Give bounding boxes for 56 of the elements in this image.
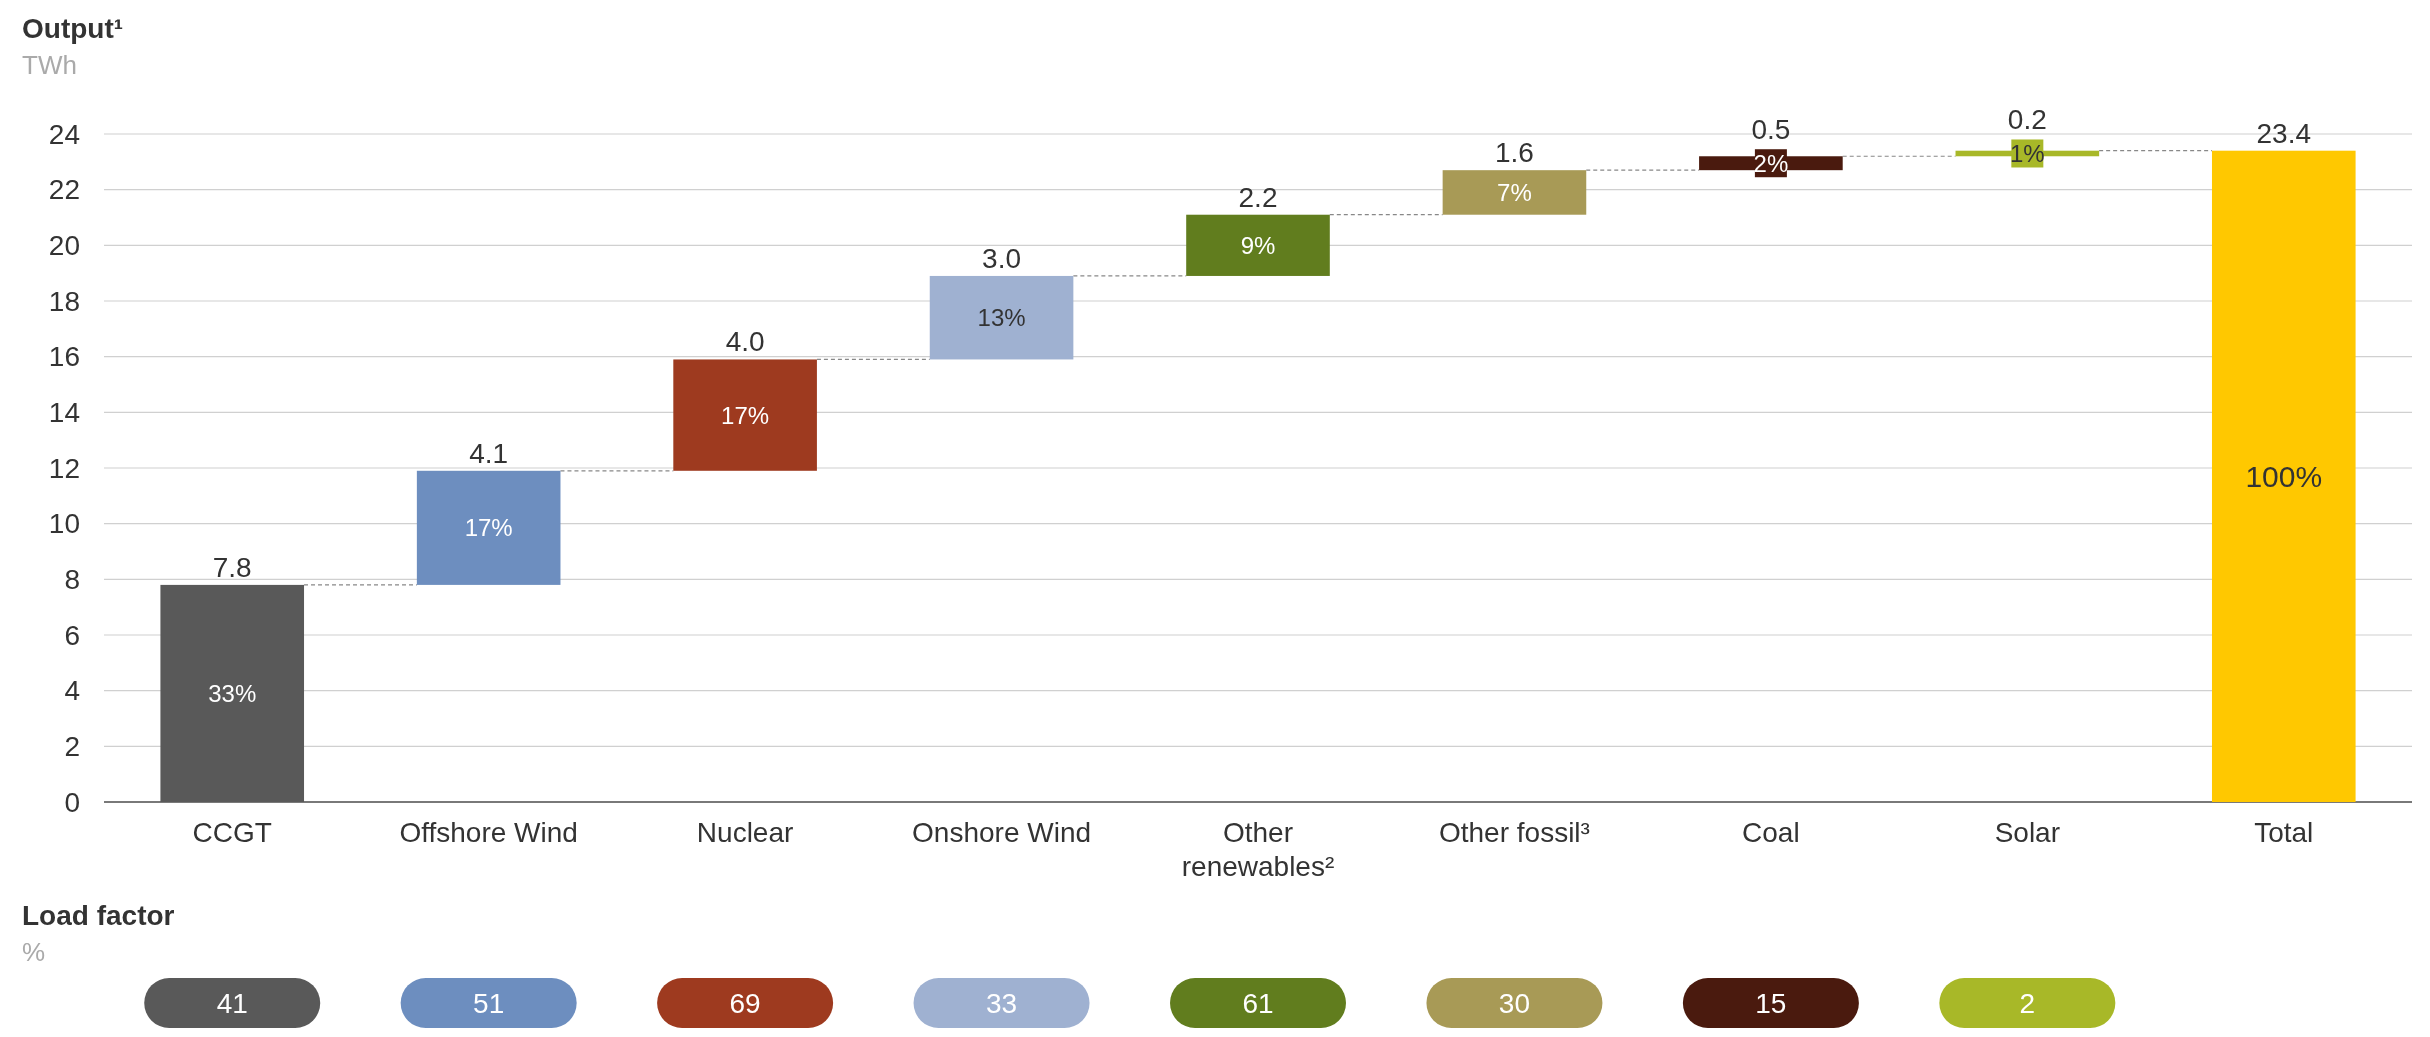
x-tick-label: Other fossil³ (1438, 817, 1590, 848)
annotation: 7% (1497, 178, 1532, 206)
data-label: 0.2 (2007, 104, 2047, 136)
data-label: 2 (2019, 987, 2036, 1019)
y-tick-label: 4 (64, 675, 80, 707)
y-tick-label: 10 (48, 508, 80, 540)
text: Load factor (22, 900, 175, 931)
x-tick-label: Total (2254, 817, 2314, 848)
data-label: 33 (985, 987, 1018, 1019)
data-label: 69 (729, 987, 761, 1019)
y-tick-label: 6 (64, 619, 80, 651)
y-tick-label: 0 (64, 786, 80, 818)
data-label: 15 (1755, 987, 1787, 1019)
y-tick-label: 20 (48, 230, 80, 262)
y-tick-label: 18 (48, 285, 80, 317)
data-label: 4.0 (725, 326, 765, 358)
annotation: 17% (464, 514, 513, 542)
chart-title: Output¹ (22, 13, 124, 44)
x-tick-label: Nuclear (696, 817, 794, 848)
y-tick-label: 14 (48, 397, 80, 429)
bar (1442, 170, 1587, 215)
x-tick-label: Solar (1994, 817, 2061, 848)
y-tick-label: 22 (48, 174, 80, 206)
data-label: 41 (216, 987, 248, 1019)
data-label: 0.5 (1751, 114, 1791, 146)
data-label: 61 (1242, 987, 1274, 1019)
x-tick-label: Onshore Wind (912, 817, 1092, 848)
bar (2211, 150, 2356, 802)
data-label: 1.6 (1494, 137, 1534, 169)
data-label: 2.2 (1238, 181, 1278, 213)
y-tick-label: 8 (64, 564, 80, 596)
annotation: 100% (2245, 459, 2323, 493)
x-tick-label: Offshore Wind (399, 817, 578, 848)
annotation: 17% (721, 401, 770, 429)
data-label: 3.0 (982, 242, 1022, 274)
bar (673, 359, 817, 471)
data-label: 4.1 (469, 437, 509, 469)
y-tick-label: 16 (48, 341, 80, 373)
bar (416, 470, 561, 585)
data-label: 7.8 (212, 551, 252, 583)
y-tick-label: 12 (48, 452, 80, 484)
text: % (22, 937, 46, 967)
bar (1186, 214, 1330, 276)
x-tick-label: CCGT (192, 817, 272, 848)
data-label: 30 (1498, 987, 1531, 1019)
annotation: 9% (1240, 231, 1276, 259)
data-label: 23.4 (2256, 117, 2312, 149)
chart-subtitle: TWh (22, 50, 77, 80)
x-tick-label: Coal (1742, 817, 1800, 848)
y-tick-label: 2 (64, 731, 80, 763)
y-tick-label: 24 (48, 118, 80, 150)
x-tick-label: Other renewables² (1181, 817, 1335, 882)
annotation: 13% (977, 304, 1026, 332)
data-label: 51 (473, 987, 505, 1019)
annotation: 33% (208, 679, 257, 707)
bar (929, 275, 1074, 360)
